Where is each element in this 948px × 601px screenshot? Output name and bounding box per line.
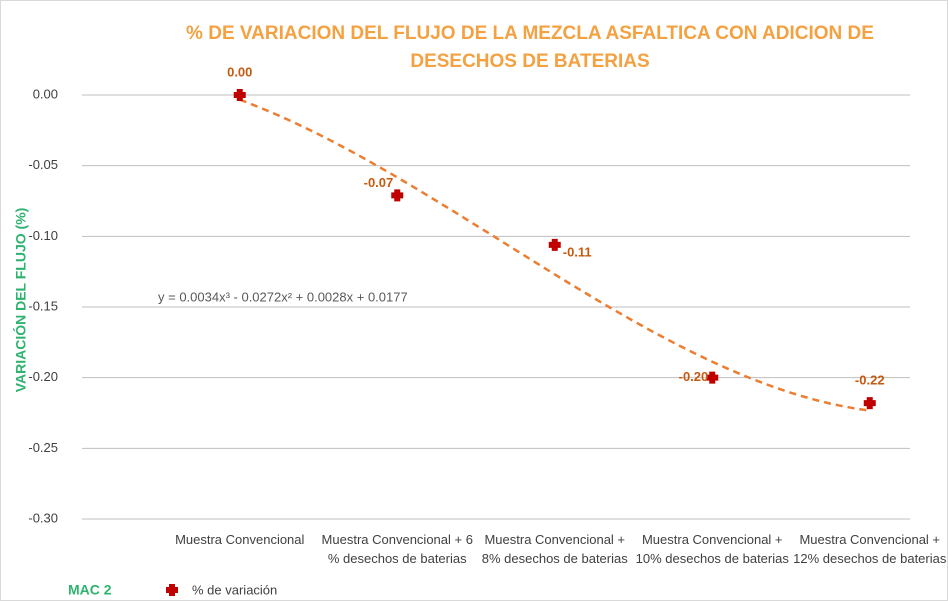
trendline-equation: y = 0.0034x³ - 0.0272x² + 0.0028x + 0.01… [158,289,408,304]
marker [548,238,561,251]
data-label: 0.00 [227,64,252,79]
y-tick-label: -0.25 [28,440,58,455]
y-axis-label: VARIACIÓN DEL FLUJO (%) [12,208,29,393]
marker [706,371,719,384]
marker [166,584,178,596]
y-tick-label: -0.05 [28,157,58,172]
legend-label: % de variación [192,582,277,597]
group-label: MAC 2 [68,582,112,598]
data-label: -0.20 [679,369,709,384]
y-tick-label: 0.00 [33,86,58,101]
chart-title: % DE VARIACION DEL FLUJO DE LA MEZCLA AS… [186,23,874,72]
y-tick-label: -0.15 [28,298,58,313]
data-label: -0.22 [855,373,885,388]
x-tick-label: Muestra Convencional + 10% desechos de b… [635,532,789,566]
y-tick-label: -0.10 [28,228,58,243]
y-tick-label: -0.20 [28,369,58,384]
x-tick-label: Muestra Convencional + 8% desechos de ba… [481,532,628,566]
data-label: -0.11 [563,244,592,259]
data-label: -0.07 [364,175,394,190]
x-tick-label: Muestra Convencional + 6 % desechos de b… [321,532,473,566]
marker [391,189,404,202]
x-tick-label: Muestra Convencional + 12% desechos de b… [793,532,947,566]
trendline [239,98,870,412]
y-tick-label: -0.30 [28,510,58,525]
x-tick-label: Muestra Convencional [175,532,305,547]
marker [863,397,876,410]
marker [233,89,246,101]
